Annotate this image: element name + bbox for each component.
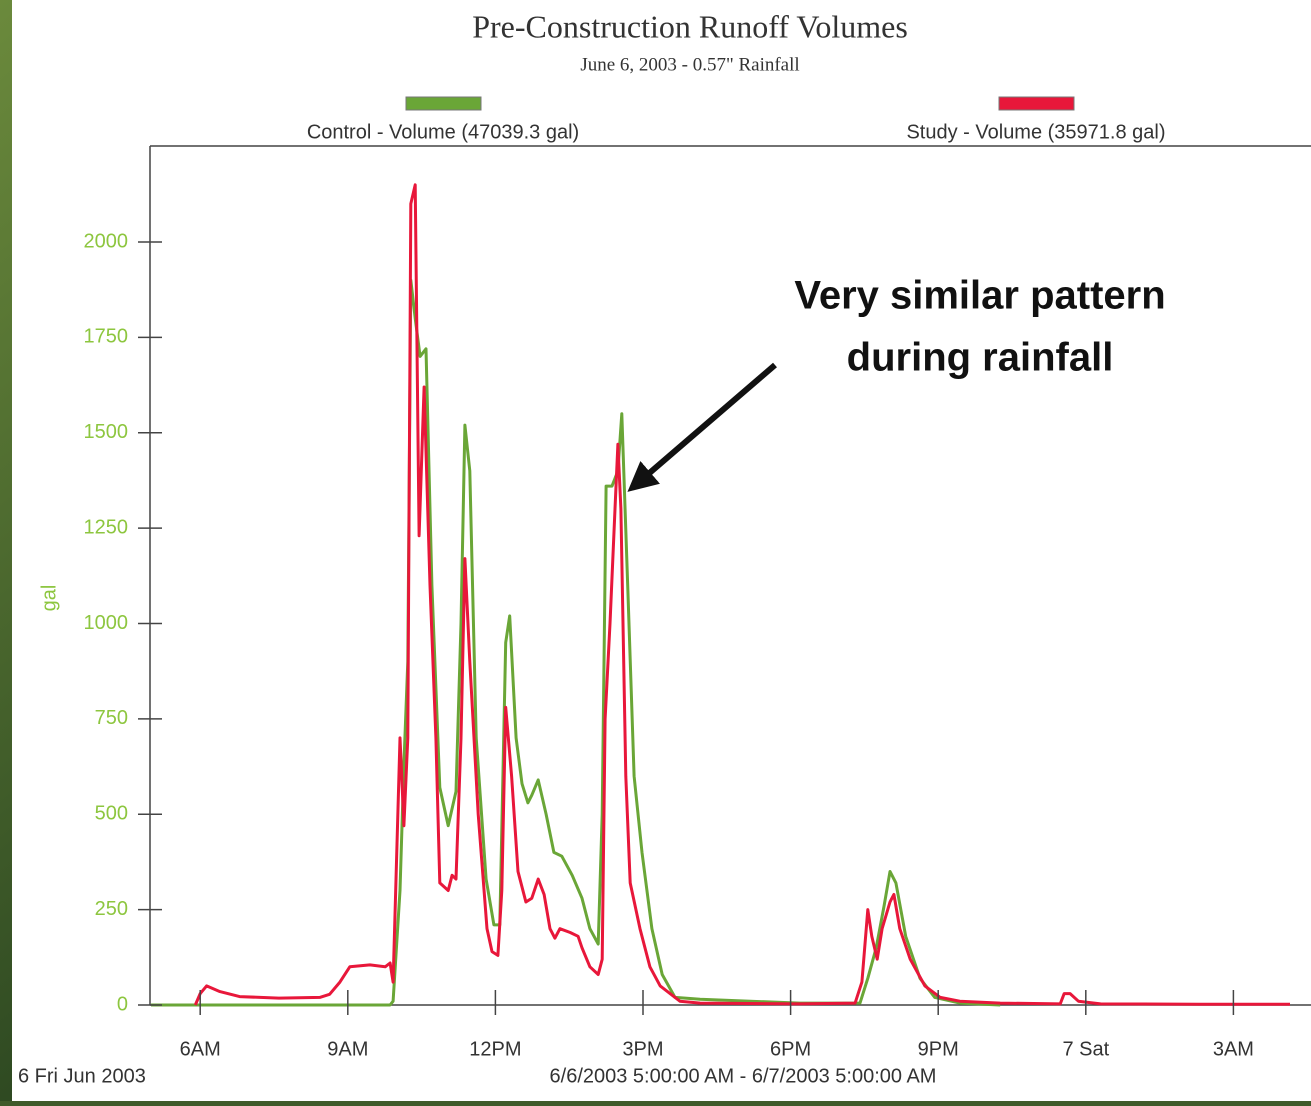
- x-tick-label: 6AM: [180, 1038, 221, 1060]
- y-tick-label: 2000: [84, 230, 129, 252]
- y-tick-label: 1750: [84, 326, 129, 348]
- annotation: Very similar pattern: [794, 274, 1165, 318]
- annotation: during rainfall: [847, 336, 1114, 380]
- x-tick-label: 9AM: [327, 1038, 368, 1060]
- range-label: 6/6/2003 5:00:00 AM - 6/7/2003 5:00:00 A…: [550, 1065, 937, 1087]
- chart-subtitle: June 6, 2003 - 0.57" Rainfall: [580, 54, 799, 75]
- annotation-arrow: [627, 362, 777, 492]
- plot-area: [151, 183, 1290, 1007]
- x-tick-label: 3PM: [622, 1038, 663, 1060]
- x-tick-label: 9PM: [918, 1038, 959, 1060]
- x-tick-label: 6PM: [770, 1038, 811, 1060]
- x-tick-label: 12PM: [469, 1038, 521, 1060]
- date-label: 6 Fri Jun 2003: [18, 1065, 146, 1087]
- chart-title: Pre-Construction Runoff Volumes: [472, 8, 908, 44]
- y-axis-label: gal: [38, 585, 60, 612]
- legend-label: Study - Volume (35971.8 gal): [906, 121, 1165, 143]
- y-tick-label: 1000: [84, 612, 129, 634]
- chart-panel: [12, 0, 1311, 1101]
- x-tick-label: 3AM: [1213, 1038, 1254, 1060]
- y-tick-label: 1250: [84, 516, 129, 538]
- legend-swatch: [998, 96, 1075, 111]
- series-line: [193, 183, 1290, 1006]
- y-tick-label: 750: [95, 707, 128, 729]
- legend-swatch: [405, 96, 482, 111]
- x-tick-label: 7 Sat: [1062, 1038, 1109, 1060]
- legend-label: Control - Volume (47039.3 gal): [307, 121, 579, 143]
- series-line: [151, 278, 1001, 1007]
- y-tick-label: 0: [117, 993, 128, 1015]
- y-tick-label: 1500: [84, 421, 129, 443]
- y-tick-label: 500: [95, 803, 128, 825]
- y-tick-label: 250: [95, 898, 128, 920]
